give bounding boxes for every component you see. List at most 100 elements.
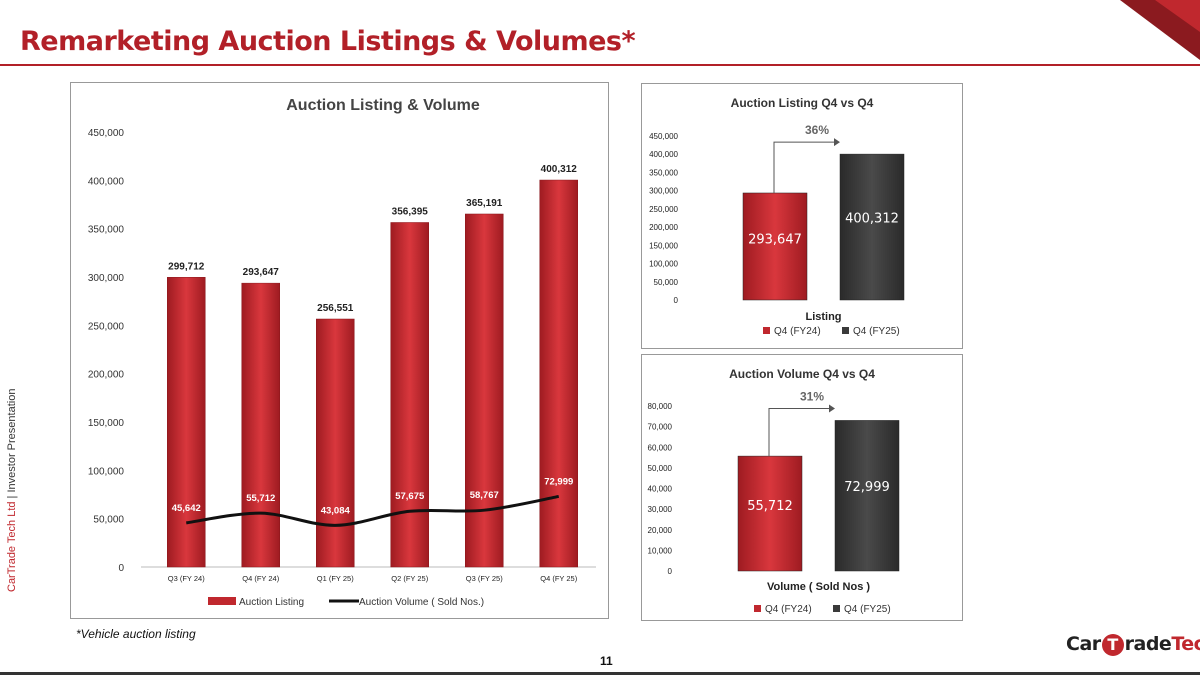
y-tick-label: 50,000 [654,278,679,287]
y-tick-label: 60,000 [648,443,673,452]
x-tick-label: Q3 (FY 24) [168,574,205,583]
legend-label-q4-fy25: Q4 (FY25) [853,326,900,337]
x-tick-label: Q2 (FY 25) [391,574,428,583]
bar-q4-fy25 [839,153,905,301]
x-axis-label: Volume ( Sold Nos ) [767,581,870,593]
chart-title: Auction Listing Q4 vs Q4 [731,96,874,110]
side-label-doc: Investor Presentation [6,388,18,493]
volume-q4-chart: Auction Volume Q4 vs Q4 0 10,000 20,000 30,0… [648,367,900,615]
y-tick-label: 70,000 [648,423,673,432]
y-tick-label: 450,000 [649,132,678,141]
side-label: CarTrade Tech Ltd | Investor Presentatio… [6,389,18,592]
x-tick-label: Q4 (FY 25) [540,574,577,583]
bar-q4-fy24 [742,192,808,301]
bar-data-label: 293,647 [243,267,280,278]
y-tick-label: 0 [668,567,673,576]
legend-swatch-listing [208,597,236,605]
y-tick-label: 100,000 [88,466,125,477]
bar-auction-listing [316,318,355,568]
legend-label-q4-fy25: Q4 (FY25) [844,604,891,615]
growth-arrow-head [834,138,840,147]
bar-q4-fy25 [834,420,900,572]
y-tick-label: 50,000 [648,464,673,473]
bar-data-label: 365,191 [466,198,503,209]
line-data-label: 43,084 [321,505,351,516]
bar-data-label: 299,712 [168,261,205,272]
legend-swatch-q4-fy24 [763,327,770,334]
y-tick-label: 30,000 [648,505,673,514]
growth-arrow-head [829,404,835,413]
growth-arrow [773,141,834,193]
side-label-separator: | [6,492,18,502]
legend-label-listing: Auction Listing [239,597,304,608]
logo-t-circle: T [1101,634,1124,656]
line-data-label: 58,767 [470,490,499,501]
bar-data-label: 55,712 [747,499,793,514]
bar-data-label: 256,551 [317,303,354,314]
line-data-label: 57,675 [395,491,425,502]
x-tick-label: Q3 (FY 25) [466,574,503,583]
y-tick-label: 350,000 [88,225,125,236]
line-data-label: 55,712 [246,493,275,504]
main-chart-panel: Auction Listing & Volume 0 50,000 100,000 15… [70,82,609,619]
growth-label: 36% [805,123,829,137]
y-tick-label: 350,000 [649,168,678,177]
legend-swatch-q4-fy25 [842,327,849,334]
y-tick-label: 150,000 [649,241,678,250]
legend-swatch-q4-fy24 [754,605,761,612]
chart-title: Auction Listing & Volume [286,97,480,114]
bar-auction-listing [465,213,504,568]
y-tick-label: 200,000 [649,223,678,232]
y-tick-label: 0 [674,296,679,305]
y-tick-label: 10,000 [648,546,673,555]
footnote: *Vehicle auction listing [76,627,196,641]
y-tick-label: 40,000 [648,485,673,494]
bar-data-label: 400,312 [845,212,899,227]
y-tick-label: 300,000 [649,187,678,196]
line-data-label: 45,642 [172,503,201,514]
volume-comparison-panel: Auction Volume Q4 vs Q4 0 10,000 20,000 30,0… [641,354,963,621]
corner-decoration [1120,0,1200,60]
y-tick-label: 150,000 [88,418,125,429]
bar-data-label: 400,312 [541,164,578,175]
y-tick-label: 400,000 [649,150,678,159]
growth-label: 31% [800,389,824,403]
y-tick-label: 200,000 [88,370,125,381]
y-tick-label: 400,000 [88,176,125,187]
listing-comparison-panel: Auction Listing Q4 vs Q4 0 50,000 100,000 15… [641,83,963,349]
y-tick-label: 250,000 [649,205,678,214]
logo-rade: rade [1124,633,1172,655]
y-tick-label: 80,000 [648,402,673,411]
bar-data-label: 293,647 [748,232,802,247]
page-title: Remarketing Auction Listings & Volumes* [20,26,636,57]
logo-car: Car [1066,633,1101,655]
y-tick-label: 100,000 [649,260,678,269]
y-tick-label: 0 [118,563,124,574]
legend-swatch-q4-fy25 [833,605,840,612]
y-tick-label: 450,000 [88,128,125,139]
bar-auction-listing [167,277,206,568]
bar-data-label: 356,395 [392,206,429,217]
title-divider [0,64,1200,66]
bar-q4-fy24 [737,455,803,572]
bottom-divider [0,672,1200,675]
y-tick-label: 20,000 [648,526,673,535]
x-tick-label: Q1 (FY 25) [317,574,354,583]
y-tick-label: 250,000 [88,321,125,332]
line-data-label: 72,999 [544,476,573,487]
page-number: 11 [600,654,613,668]
legend-label-q4-fy24: Q4 (FY24) [774,326,821,337]
side-label-company: CarTrade Tech Ltd [6,501,18,593]
bar-auction-listing [390,222,429,568]
auction-listing-volume-chart: Auction Listing & Volume 0 50,000 100,000 15… [88,97,596,608]
growth-arrow [768,407,829,457]
y-tick-label: 300,000 [88,273,125,284]
bar-auction-listing [241,282,280,568]
chart-title: Auction Volume Q4 vs Q4 [729,367,875,381]
bar-auction-listing [539,179,578,568]
legend-label-q4-fy24: Q4 (FY24) [765,604,812,615]
bar-data-label: 72,999 [844,480,890,495]
x-tick-label: Q4 (FY 24) [242,574,279,583]
listing-q4-chart: Auction Listing Q4 vs Q4 0 50,000 100,000 15… [649,96,905,337]
